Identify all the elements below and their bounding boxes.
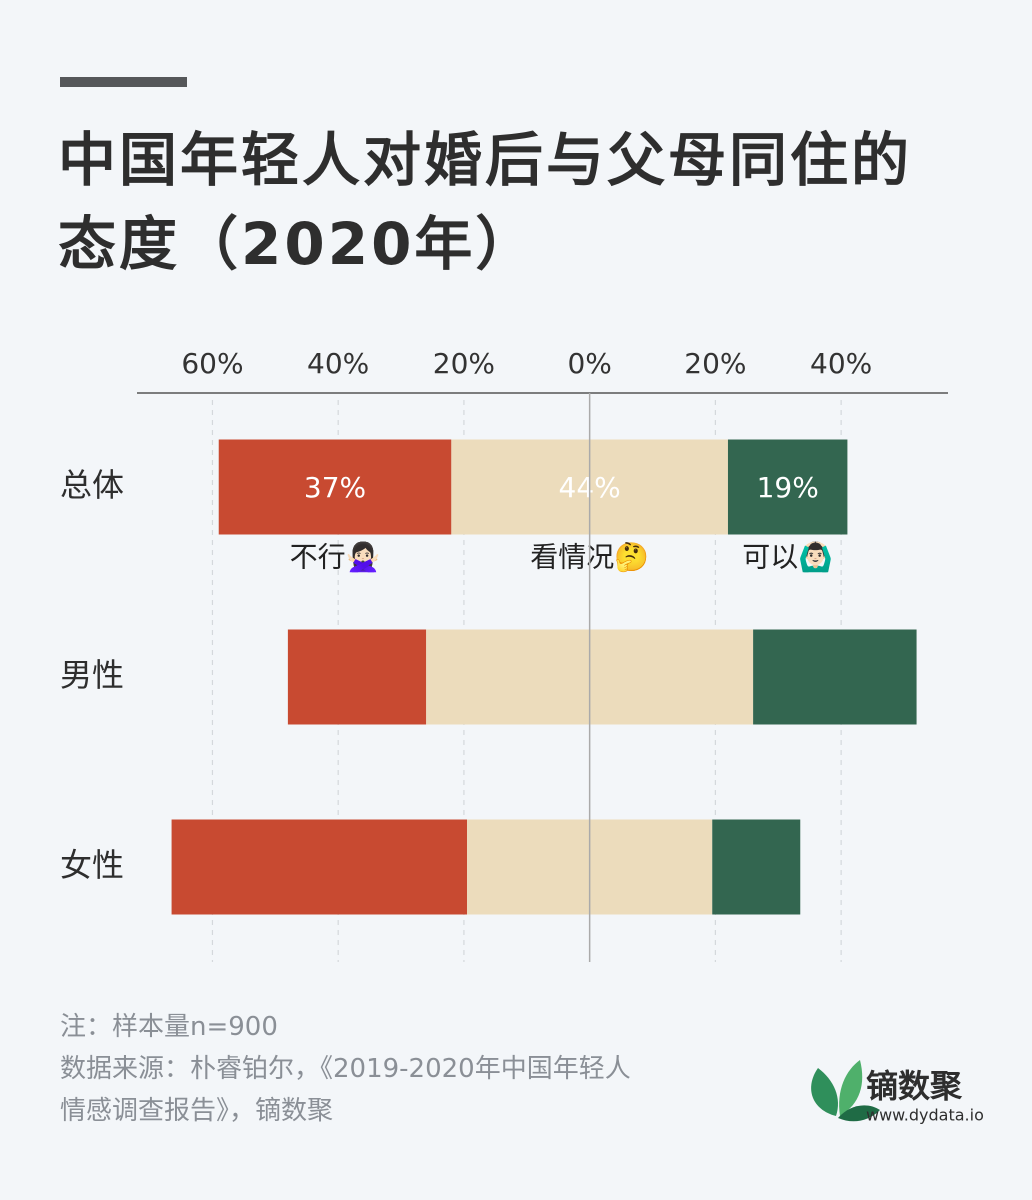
- bar-segment: [712, 819, 801, 915]
- legend-label: 不行🙅🏻‍♀️: [290, 541, 381, 574]
- bar-segment: [753, 629, 917, 725]
- bar-segment: [727, 439, 848, 535]
- y-tick-label: 男性: [60, 656, 124, 694]
- chart-title: 中国年轻人对婚后与父母同住的态度（2020年）: [58, 126, 913, 278]
- x-tick-label: 40%: [810, 347, 872, 380]
- x-tick-label: 0%: [567, 347, 611, 380]
- note: 数据来源：朴睿铂尔，《2019-2020年中国年轻人: [60, 1054, 631, 1084]
- y-tick-label: 女性: [60, 846, 124, 884]
- x-tick-label: 20%: [684, 347, 746, 380]
- x-tick-label: 20%: [433, 347, 495, 380]
- title-accent: [60, 77, 187, 87]
- bar-segment: [171, 819, 468, 915]
- data-label: 19%: [757, 471, 819, 504]
- bar-segment: [218, 439, 452, 535]
- bar-segment: [287, 629, 427, 725]
- y-tick-label: 总体: [60, 466, 124, 504]
- brand-url: www.dydata.io: [866, 1106, 984, 1125]
- note: 情感调查报告》，镝数聚: [60, 1096, 334, 1126]
- x-tick-label: 60%: [181, 347, 243, 380]
- data-label: 37%: [304, 471, 366, 504]
- x-tick-label: 40%: [307, 347, 369, 380]
- logo-icon: [811, 1060, 880, 1122]
- note: 注：样本量n=900: [60, 1012, 278, 1042]
- brand-name: 镝数聚: [866, 1067, 963, 1105]
- legend-label: 可以🙆🏻‍♂️: [742, 541, 833, 574]
